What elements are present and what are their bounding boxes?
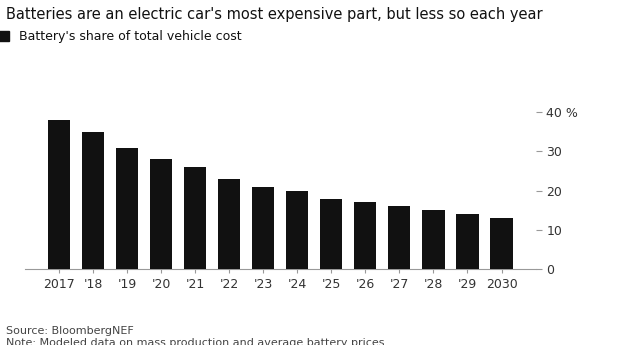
Bar — [116, 148, 138, 269]
Bar — [287, 191, 308, 269]
Bar — [457, 214, 478, 269]
Text: Note: Modeled data on mass production and average battery prices: Note: Modeled data on mass production an… — [6, 338, 385, 345]
Bar — [354, 203, 376, 269]
Bar — [150, 159, 173, 269]
Text: Batteries are an electric car's most expensive part, but less so each year: Batteries are an electric car's most exp… — [6, 7, 543, 22]
Bar — [48, 120, 70, 269]
Bar — [218, 179, 240, 269]
Bar — [490, 218, 513, 269]
Bar — [320, 198, 343, 269]
Bar — [82, 132, 104, 269]
Legend: Battery's share of total vehicle cost: Battery's share of total vehicle cost — [0, 30, 242, 43]
Bar — [252, 187, 274, 269]
Bar — [184, 167, 206, 269]
Bar — [388, 206, 411, 269]
Bar — [422, 210, 445, 269]
Text: Source: BloombergNEF: Source: BloombergNEF — [6, 326, 134, 336]
